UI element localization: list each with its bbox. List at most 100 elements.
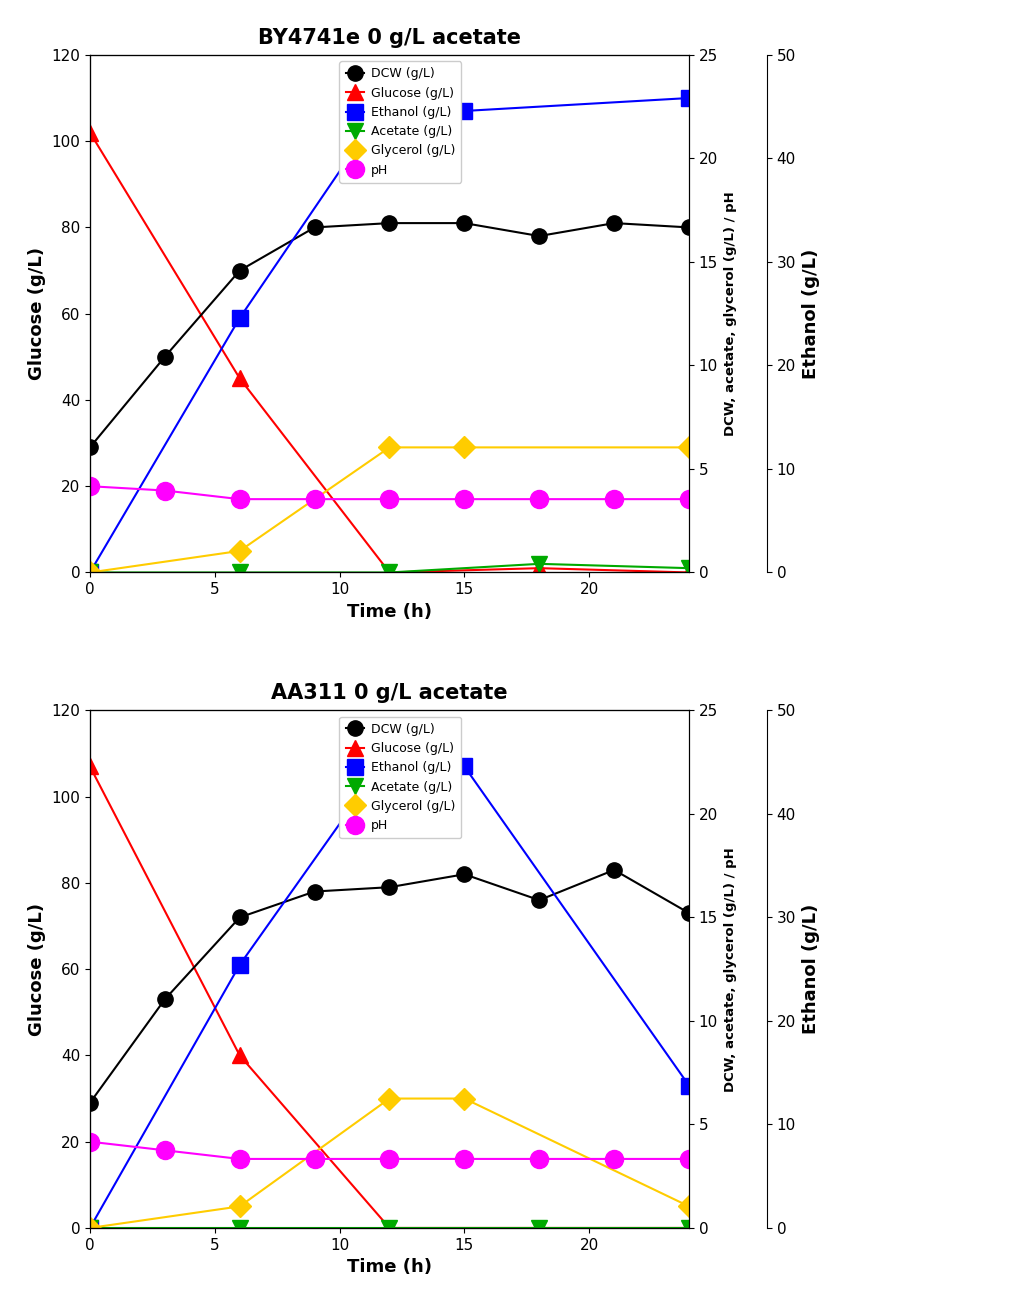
Line: DCW (g/L): DCW (g/L) bbox=[82, 862, 696, 1111]
Ethanol (g/L) bbox=[458, 103, 470, 119]
pH bbox=[458, 492, 470, 507]
Y-axis label: Glucose (g/L): Glucose (g/L) bbox=[28, 902, 46, 1035]
DCW (g/L) bbox=[84, 1095, 97, 1111]
Line: DCW (g/L): DCW (g/L) bbox=[82, 215, 696, 455]
Glycerol (g/L) bbox=[383, 1090, 395, 1106]
Glucose (g/L) bbox=[533, 1221, 545, 1236]
pH bbox=[383, 1151, 395, 1167]
Acetate (g/L) bbox=[383, 1221, 395, 1236]
DCW (g/L) bbox=[683, 219, 695, 235]
Y-axis label: DCW, acetate, glycerol (g/L) / pH: DCW, acetate, glycerol (g/L) / pH bbox=[724, 192, 736, 436]
Acetate (g/L) bbox=[683, 1221, 695, 1236]
Title: BY4741e 0 g/L acetate: BY4741e 0 g/L acetate bbox=[258, 27, 521, 48]
Glycerol (g/L) bbox=[84, 565, 97, 580]
Y-axis label: Glucose (g/L): Glucose (g/L) bbox=[28, 248, 46, 381]
Glucose (g/L) bbox=[383, 1221, 395, 1236]
Line: pH: pH bbox=[81, 477, 698, 509]
pH bbox=[308, 1151, 320, 1167]
Y-axis label: Ethanol (g/L): Ethanol (g/L) bbox=[802, 904, 820, 1034]
Line: pH: pH bbox=[81, 1133, 698, 1168]
DCW (g/L) bbox=[158, 349, 170, 365]
Ethanol (g/L) bbox=[383, 90, 395, 106]
Line: Acetate (g/L): Acetate (g/L) bbox=[82, 1221, 696, 1236]
pH bbox=[383, 492, 395, 507]
DCW (g/L) bbox=[533, 228, 545, 244]
Ethanol (g/L) bbox=[458, 759, 470, 775]
DCW (g/L) bbox=[458, 215, 470, 231]
DCW (g/L) bbox=[608, 215, 620, 231]
pH bbox=[84, 1134, 97, 1150]
Y-axis label: Ethanol (g/L): Ethanol (g/L) bbox=[802, 249, 820, 378]
Acetate (g/L) bbox=[533, 556, 545, 571]
pH bbox=[608, 1151, 620, 1167]
Line: Glucose (g/L): Glucose (g/L) bbox=[82, 759, 696, 1236]
DCW (g/L) bbox=[533, 892, 545, 908]
pH bbox=[84, 479, 97, 494]
Legend: DCW (g/L), Glucose (g/L), Ethanol (g/L), Acetate (g/L), Glycerol (g/L), pH: DCW (g/L), Glucose (g/L), Ethanol (g/L),… bbox=[339, 61, 461, 183]
Line: Glycerol (g/L): Glycerol (g/L) bbox=[82, 439, 696, 580]
Glucose (g/L) bbox=[84, 759, 97, 775]
Line: Ethanol (g/L): Ethanol (g/L) bbox=[82, 90, 696, 580]
Ethanol (g/L) bbox=[84, 1221, 97, 1236]
pH bbox=[233, 1151, 245, 1167]
Ethanol (g/L) bbox=[233, 310, 245, 326]
Acetate (g/L) bbox=[233, 1221, 245, 1236]
Glucose (g/L) bbox=[233, 370, 245, 386]
Glucose (g/L) bbox=[533, 561, 545, 576]
Acetate (g/L) bbox=[383, 565, 395, 580]
Acetate (g/L) bbox=[233, 565, 245, 580]
Glucose (g/L) bbox=[383, 565, 395, 580]
Glycerol (g/L) bbox=[458, 1090, 470, 1106]
Acetate (g/L) bbox=[84, 565, 97, 580]
DCW (g/L) bbox=[683, 905, 695, 921]
Acetate (g/L) bbox=[533, 1221, 545, 1236]
DCW (g/L) bbox=[158, 991, 170, 1007]
Acetate (g/L) bbox=[84, 1221, 97, 1236]
pH bbox=[683, 1151, 695, 1167]
Glycerol (g/L) bbox=[233, 1198, 245, 1214]
DCW (g/L) bbox=[308, 884, 320, 900]
Line: Glycerol (g/L): Glycerol (g/L) bbox=[82, 1091, 696, 1236]
pH bbox=[533, 1151, 545, 1167]
pH bbox=[458, 1151, 470, 1167]
DCW (g/L) bbox=[308, 219, 320, 235]
Glucose (g/L) bbox=[683, 1221, 695, 1236]
Glucose (g/L) bbox=[233, 1047, 245, 1063]
Ethanol (g/L) bbox=[683, 1078, 695, 1094]
DCW (g/L) bbox=[608, 862, 620, 878]
pH bbox=[683, 492, 695, 507]
Line: Glucose (g/L): Glucose (g/L) bbox=[82, 125, 696, 580]
Y-axis label: DCW, acetate, glycerol (g/L) / pH: DCW, acetate, glycerol (g/L) / pH bbox=[724, 846, 736, 1091]
Legend: DCW (g/L), Glucose (g/L), Ethanol (g/L), Acetate (g/L), Glycerol (g/L), pH: DCW (g/L), Glucose (g/L), Ethanol (g/L),… bbox=[339, 717, 461, 838]
DCW (g/L) bbox=[233, 910, 245, 926]
pH bbox=[608, 492, 620, 507]
Ethanol (g/L) bbox=[683, 90, 695, 106]
Ethanol (g/L) bbox=[84, 565, 97, 580]
Glycerol (g/L) bbox=[683, 439, 695, 455]
pH bbox=[158, 482, 170, 498]
Line: Acetate (g/L): Acetate (g/L) bbox=[82, 557, 696, 580]
pH bbox=[233, 492, 245, 507]
Ethanol (g/L) bbox=[233, 957, 245, 973]
pH bbox=[308, 492, 320, 507]
Glycerol (g/L) bbox=[84, 1221, 97, 1236]
pH bbox=[533, 492, 545, 507]
Ethanol (g/L) bbox=[383, 746, 395, 762]
Glucose (g/L) bbox=[683, 565, 695, 580]
Title: AA311 0 g/L acetate: AA311 0 g/L acetate bbox=[271, 683, 507, 703]
X-axis label: Time (h): Time (h) bbox=[347, 1258, 432, 1277]
pH bbox=[158, 1142, 170, 1158]
Glycerol (g/L) bbox=[383, 439, 395, 455]
DCW (g/L) bbox=[233, 262, 245, 278]
DCW (g/L) bbox=[383, 215, 395, 231]
Acetate (g/L) bbox=[683, 561, 695, 576]
Glycerol (g/L) bbox=[683, 1198, 695, 1214]
DCW (g/L) bbox=[84, 439, 97, 455]
X-axis label: Time (h): Time (h) bbox=[347, 602, 432, 621]
Glucose (g/L) bbox=[84, 125, 97, 141]
Glycerol (g/L) bbox=[233, 542, 245, 558]
DCW (g/L) bbox=[458, 866, 470, 882]
Glycerol (g/L) bbox=[458, 439, 470, 455]
Line: Ethanol (g/L): Ethanol (g/L) bbox=[82, 746, 696, 1236]
DCW (g/L) bbox=[383, 879, 395, 895]
